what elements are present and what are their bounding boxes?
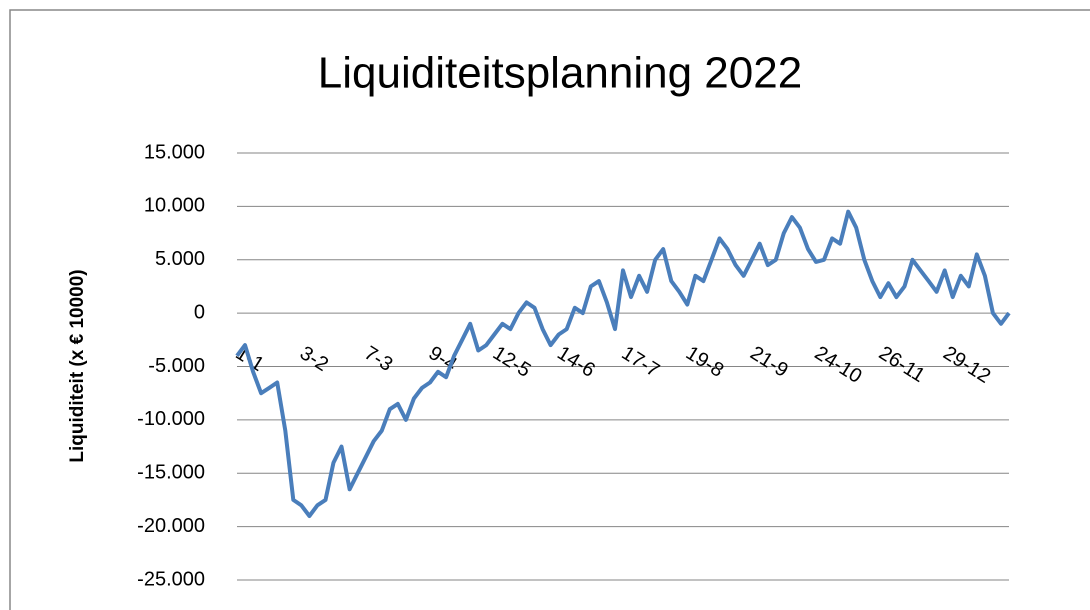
y-tick-label: -15.000	[137, 462, 205, 484]
y-tick-label: 15.000	[144, 141, 205, 163]
y-tick-label: -10.000	[137, 408, 205, 430]
y-tick-label: 0	[194, 301, 205, 323]
y-tick-label: 5.000	[155, 248, 205, 270]
y-axis-label: Liquiditeit (x € 10000)	[67, 269, 88, 462]
chart-border	[9, 9, 1090, 610]
chart-title: Liquiditeitsplanning 2022	[318, 49, 802, 98]
y-tick-label: 10.000	[144, 195, 205, 217]
data-line	[235, 209, 1011, 518]
y-tick-label: -25.000	[137, 568, 205, 590]
y-tick-label: -20.000	[137, 515, 205, 537]
y-tick-label: -5.000	[148, 355, 205, 377]
